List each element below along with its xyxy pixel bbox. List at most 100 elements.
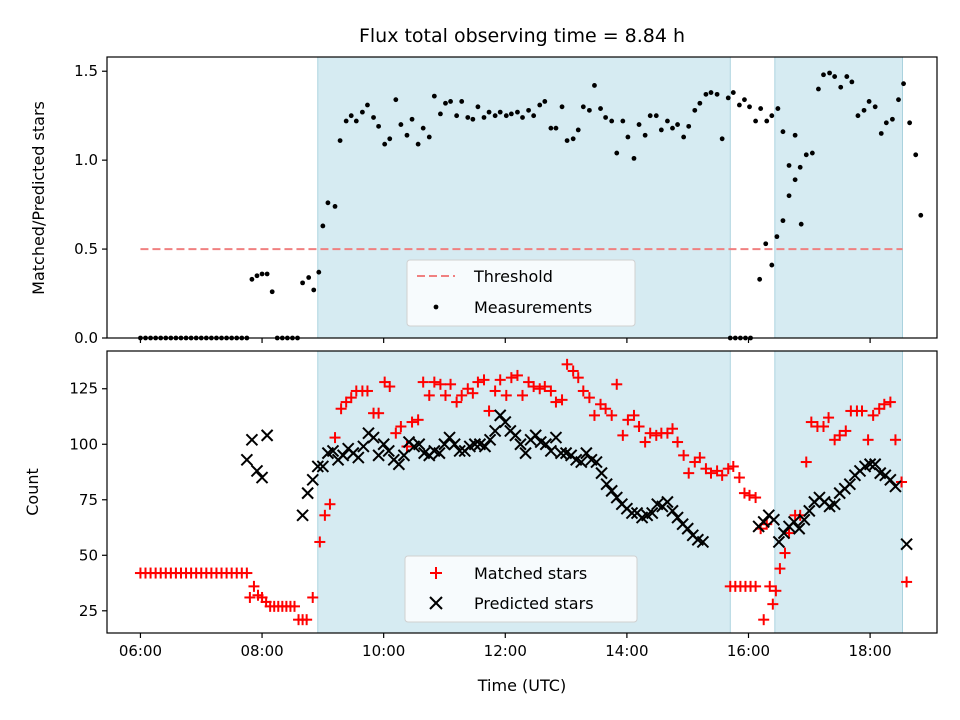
predicted-star-stroke-b: [575, 455, 588, 469]
measurement-point: [492, 113, 498, 119]
predicted-star-stroke-b: [519, 446, 532, 460]
predicted-star-point: [316, 460, 330, 473]
measurement-point: [725, 95, 731, 101]
measurement-point: [542, 99, 548, 104]
predicted-star-point: [529, 429, 542, 442]
predicted-star-stroke-b: [433, 446, 446, 460]
predicted-star-stroke-b: [488, 424, 502, 438]
predicted-star-point: [352, 451, 365, 464]
predicted-star-stroke-b: [651, 498, 664, 511]
top-y-tick-label: 0.5: [74, 240, 98, 258]
predicted-star-point: [600, 478, 613, 491]
predicted-star-stroke-b: [412, 438, 426, 451]
measurement-point: [844, 74, 850, 79]
measurement-point: [306, 275, 312, 280]
predicted-star-point: [590, 455, 603, 469]
matched-star-point: [319, 509, 331, 521]
predicted-star-stroke-b: [777, 526, 791, 540]
matched-star-point: [817, 420, 829, 432]
predicted-star-stroke-b: [529, 429, 542, 442]
matched-star-point: [517, 389, 529, 401]
matched-star-point: [628, 409, 640, 421]
predicted-star-stroke-b: [843, 478, 857, 491]
predicted-star-point: [448, 438, 461, 451]
predicted-star-point: [443, 431, 456, 444]
measurement-point: [359, 109, 365, 115]
matched-star-point: [478, 374, 490, 386]
measurement-point: [371, 115, 376, 120]
predicted-star-stroke-b: [681, 522, 694, 535]
top-axes-frame: [106, 56, 938, 339]
matched-star-point: [666, 423, 678, 435]
matched-star-point: [307, 591, 319, 603]
predicted-star-stroke-b: [625, 506, 639, 520]
matched-star-point: [451, 396, 463, 408]
predicted-star-stroke-b: [397, 449, 411, 462]
matched-star-point: [361, 385, 373, 397]
matched-star-point: [583, 392, 595, 404]
measurement-point: [508, 111, 514, 117]
matched-star-point: [800, 456, 812, 468]
predicted-star-point: [483, 433, 497, 447]
matched-star-point: [650, 429, 662, 441]
predicted-star-point: [884, 473, 897, 486]
measurement-point: [708, 90, 714, 95]
predicted-star-stroke-b: [691, 533, 705, 546]
measurement-point: [827, 70, 832, 76]
matched-star-point: [345, 392, 357, 404]
measurement-point: [780, 129, 786, 135]
measurement-point: [620, 118, 626, 124]
matched-star-point: [774, 563, 786, 575]
predicted-star-stroke-b: [580, 446, 593, 460]
bottom-y-tick-label: 125: [69, 380, 98, 398]
measurement-point: [821, 72, 826, 78]
matched-star-point: [767, 598, 779, 610]
measurement-point: [675, 122, 680, 127]
measurement-point: [497, 109, 503, 115]
bottom-x-tick-label: 18:00: [848, 642, 891, 660]
matched-star-point: [301, 614, 313, 626]
predicted-star-stroke-b: [483, 433, 497, 447]
measurement-point: [269, 289, 275, 295]
measurement-point: [736, 102, 742, 108]
measurement-point: [653, 113, 659, 119]
matched-star-point: [805, 416, 817, 428]
measurement-point: [753, 118, 758, 124]
matched-star-point: [770, 585, 782, 597]
measurement-point: [443, 100, 448, 106]
matched-star-point: [678, 449, 690, 461]
matched-star-point: [244, 591, 256, 603]
predicted-star-stroke-b: [468, 438, 482, 451]
predicted-star-point: [453, 444, 466, 458]
top-y-tick-label: 0.0: [74, 329, 98, 347]
measurement-point: [786, 193, 792, 199]
predicted-star-point: [549, 431, 563, 444]
measurement-point: [420, 125, 426, 131]
measurement-point: [438, 111, 443, 117]
predicted-star-point: [514, 438, 527, 451]
predicted-star-stroke-b: [884, 473, 897, 486]
measurement-point: [636, 122, 642, 127]
matched-star-point: [314, 536, 326, 548]
predicted-star-stroke-b: [874, 466, 887, 480]
measurements-legend-swatch: [433, 304, 439, 310]
predicted-star-stroke-b: [600, 478, 613, 491]
matched-star-point: [672, 436, 684, 448]
matched-star-point: [335, 403, 347, 415]
predicted-star-stroke-b: [590, 455, 603, 469]
matched-star-point: [373, 407, 385, 419]
bottom-ticks: 25 50 75 100 125 06:00 08:00 10:00 12:00 14:00 16:…: [69, 380, 891, 660]
matched-star-point: [694, 452, 706, 464]
predicted-star-stroke-b: [605, 484, 618, 498]
predicted-star-stroke-b: [326, 444, 340, 458]
matched-star-point: [384, 381, 396, 393]
predicted-star-point: [828, 498, 841, 511]
measurement-point: [769, 113, 775, 119]
measurement-point: [475, 104, 481, 110]
measurement-point: [332, 203, 338, 209]
predicted-star-point: [260, 429, 274, 442]
bottom-y-tick-label: 100: [69, 435, 98, 453]
predicted-star-point: [595, 466, 608, 480]
predicted-star-point: [889, 480, 902, 493]
top-legend-box: [406, 259, 636, 327]
